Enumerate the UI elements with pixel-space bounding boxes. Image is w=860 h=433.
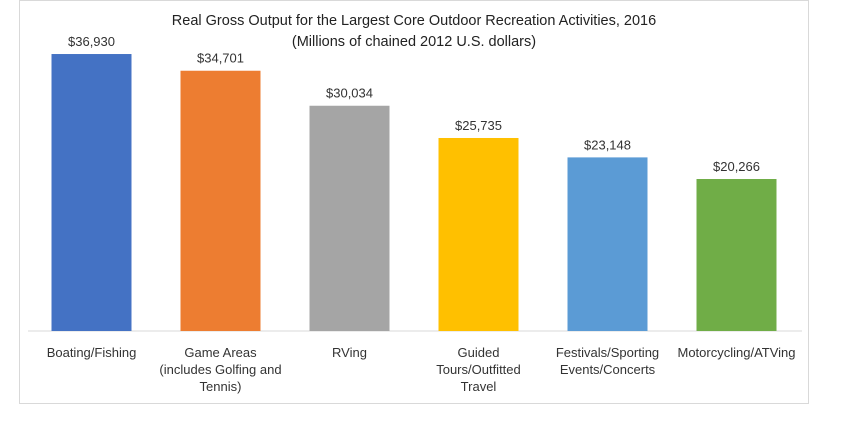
category-label-0: Boating/Fishing (47, 345, 137, 360)
category-label-line: (includes Golfing and (159, 362, 281, 377)
category-label-line: Events/Concerts (560, 362, 656, 377)
category-label-line: Motorcycling/ATVing (677, 345, 795, 360)
data-label-1: $34,701 (197, 51, 244, 66)
category-label-line: Guided (458, 345, 500, 360)
chart-subtitle: (Millions of chained 2012 U.S. dollars) (291, 34, 537, 50)
data-label-5: $20,266 (713, 159, 760, 174)
category-label-2: RVing (332, 345, 367, 360)
category-label-line: Travel (461, 379, 497, 394)
data-label-2: $30,034 (326, 86, 373, 101)
category-label-3: Guided Tours/Outfitted Travel (436, 345, 521, 394)
chart-title: Real Gross Output for the Largest Core O… (171, 13, 657, 29)
data-label-3: $25,735 (455, 118, 502, 133)
bar-0 (51, 54, 132, 332)
category-label-5: Motorcycling/ATVing (677, 345, 795, 360)
bar-4 (567, 157, 648, 331)
category-label-line: RVing (332, 345, 367, 360)
bar-1 (180, 70, 261, 332)
data-label-0: $36,930 (68, 34, 115, 49)
bar-2 (309, 105, 390, 332)
category-label-line: Boating/Fishing (47, 345, 137, 360)
category-label-line: Game Areas (184, 345, 257, 360)
category-label-line: Tours/Outfitted (436, 362, 521, 377)
category-label-1: Game Areas (includes Golfing and Tennis) (159, 345, 281, 394)
chart-frame: Real Gross Output for the Largest Core O… (19, 0, 809, 404)
bar-3 (438, 137, 519, 331)
category-label-line: Festivals/Sporting (556, 345, 659, 360)
category-label-4: Festivals/Sporting Events/Concerts (556, 345, 659, 377)
category-label-line: Tennis) (200, 379, 242, 394)
bar-5 (696, 179, 777, 331)
data-label-4: $23,148 (584, 137, 631, 152)
chart-title-block: Real Gross Output for the Largest Core O… (20, 11, 808, 53)
bar-chart-plot: $36,930 Boating/Fishing $34,701 Game Areas (… (28, 34, 802, 394)
